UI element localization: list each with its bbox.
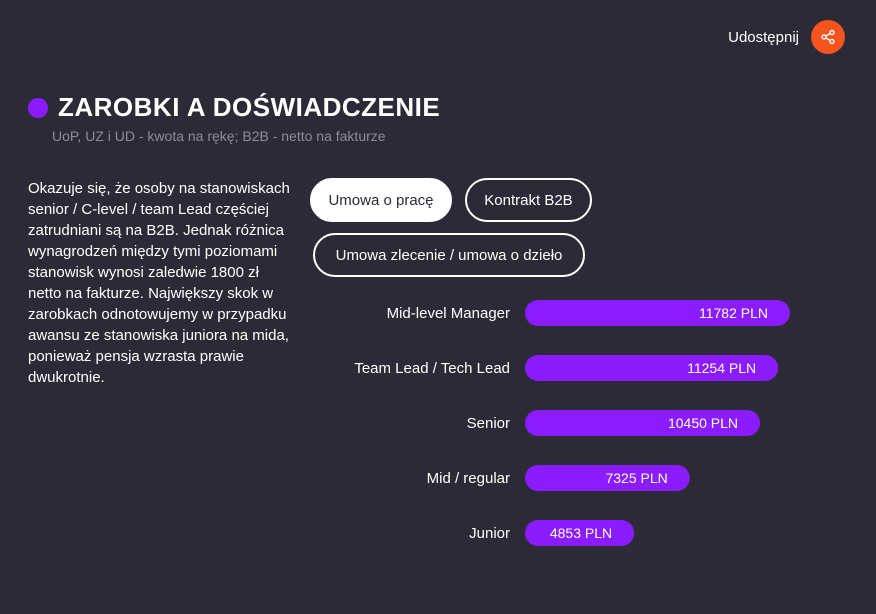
bar-value-label: 11782 PLN	[699, 305, 768, 321]
filter-kontrakt-b2b[interactable]: Kontrakt B2B	[465, 178, 592, 222]
bar-value-label: 4853 PLN	[550, 525, 612, 541]
bar	[525, 355, 779, 381]
bar-value-label: 7325 PLN	[605, 470, 667, 486]
accent-dot-icon	[28, 97, 48, 118]
bar-category-label: Team Lead / Tech Lead	[354, 360, 510, 377]
bar	[525, 410, 761, 436]
share-control[interactable]: Udostępnij	[728, 20, 845, 54]
share-icon	[821, 29, 835, 45]
bar-value-label: 10450 PLN	[668, 415, 738, 431]
share-button[interactable]	[811, 20, 845, 54]
filter-umowa-zlecenie[interactable]: Umowa zlecenie / umowa o dzieło	[313, 233, 585, 277]
bar-category-label: Senior	[467, 415, 510, 432]
bar	[525, 465, 690, 491]
filter-umowa-o-prace[interactable]: Umowa o pracę	[310, 178, 452, 222]
bar	[525, 520, 635, 546]
salary-bar-chart: Mid-level Manager 11782 PLN Team Lead / Te…	[354, 300, 790, 546]
bar-value-label: 11254 PLN	[687, 360, 756, 376]
bar-category-label: Mid-level Manager	[387, 305, 510, 322]
bar-category-label: Junior	[469, 525, 510, 542]
section-subtitle: UoP, UZ i UD - kwota na rękę; B2B - nett…	[52, 128, 386, 144]
bar-category-label: Mid / regular	[427, 470, 510, 487]
bar	[525, 300, 790, 326]
section-title: ZAROBKI A DOŚWIADCZENIE	[58, 92, 441, 122]
share-label[interactable]: Udostępnij	[728, 28, 799, 46]
section-header: ZAROBKI A DOŚWIADCZENIE	[28, 92, 440, 123]
description-text: Okazuje się, że osoby na stanowiskach se…	[28, 180, 290, 386]
